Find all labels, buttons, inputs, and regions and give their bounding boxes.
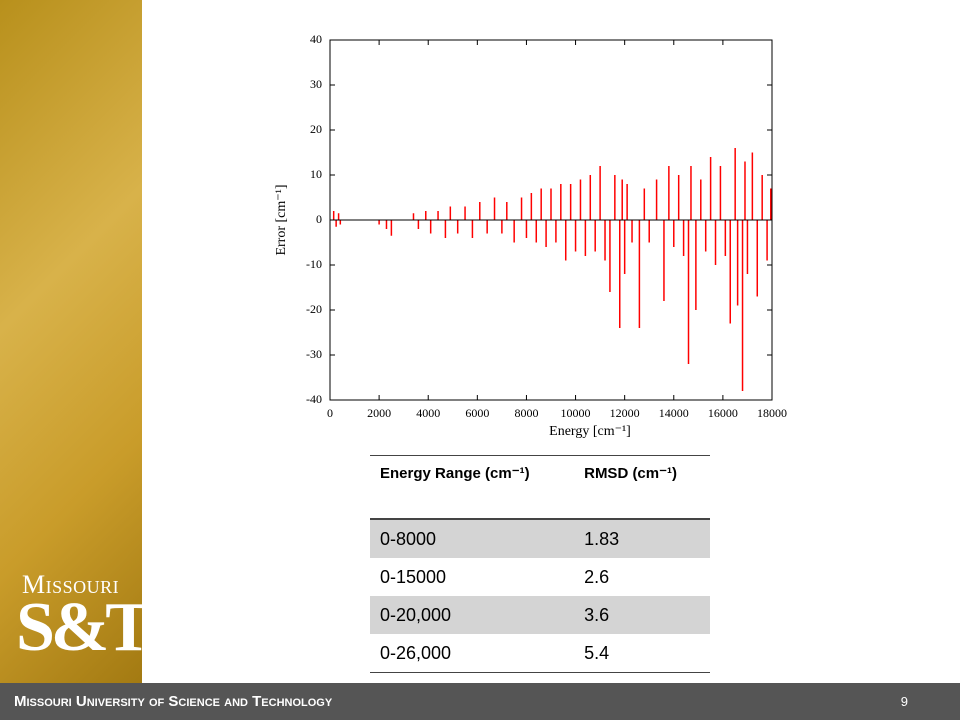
logo-mark: S&T [16, 589, 152, 666]
x-tick-label: 4000 [416, 406, 440, 420]
footer-title: Missouri University of Science and Techn… [14, 693, 333, 710]
chart: Energy [cm⁻¹] Error [cm⁻¹] -40 -30 -20 -10 0… [274, 32, 787, 439]
x-tick-label: 18000 [757, 406, 787, 420]
header-cell: RMSD (cm⁻¹) [574, 455, 710, 520]
cell: 0-15000 [380, 566, 447, 587]
x-tick-label: 2000 [367, 406, 391, 420]
x-tick-label: 8000 [514, 406, 538, 420]
side-band: Missouri S&T [0, 0, 152, 683]
cell: 2.6 [584, 566, 610, 587]
x-tick-label: 10000 [561, 406, 591, 420]
y-tick-label: -10 [306, 257, 322, 271]
x-tick-label: 16000 [708, 406, 738, 420]
y-tick-label: 40 [310, 32, 322, 46]
y-axis-label: Error [cm⁻¹] [274, 184, 289, 255]
x-tick-label: 6000 [465, 406, 489, 420]
x-tick-label: 14000 [659, 406, 689, 420]
y-tick-label: 20 [310, 122, 322, 136]
y-tick-label: 10 [310, 167, 322, 181]
cell: 5.4 [574, 634, 710, 673]
header-cell: Energy Range (cm⁻¹) [370, 455, 575, 520]
footer: Missouri University of Science and Techn… [0, 683, 960, 720]
rmsd-table: Energy Range (cm⁻¹) RMSD (cm⁻¹) 0-8000 1.8… [370, 455, 710, 673]
plot-frame [329, 39, 773, 401]
cell: 0-20,000 [370, 596, 575, 634]
y-tick-label: -30 [306, 347, 322, 361]
y-tick-label: 0 [316, 212, 322, 226]
y-tick-label: -40 [306, 392, 322, 406]
y-tick-label: 30 [310, 77, 322, 91]
cell: 0-26,000 [370, 634, 575, 673]
cell: 0-8000 [370, 519, 575, 558]
cell: 3.6 [574, 596, 710, 634]
logo-text: Missouri [22, 570, 120, 599]
x-tick-label: 0 [327, 406, 333, 420]
page-number: 9 [900, 694, 908, 709]
x-axis-label: Energy [cm⁻¹] [549, 424, 631, 439]
y-tick-label: -20 [306, 302, 322, 316]
cell: 1.83 [574, 519, 710, 558]
x-tick-label: 12000 [610, 406, 640, 420]
